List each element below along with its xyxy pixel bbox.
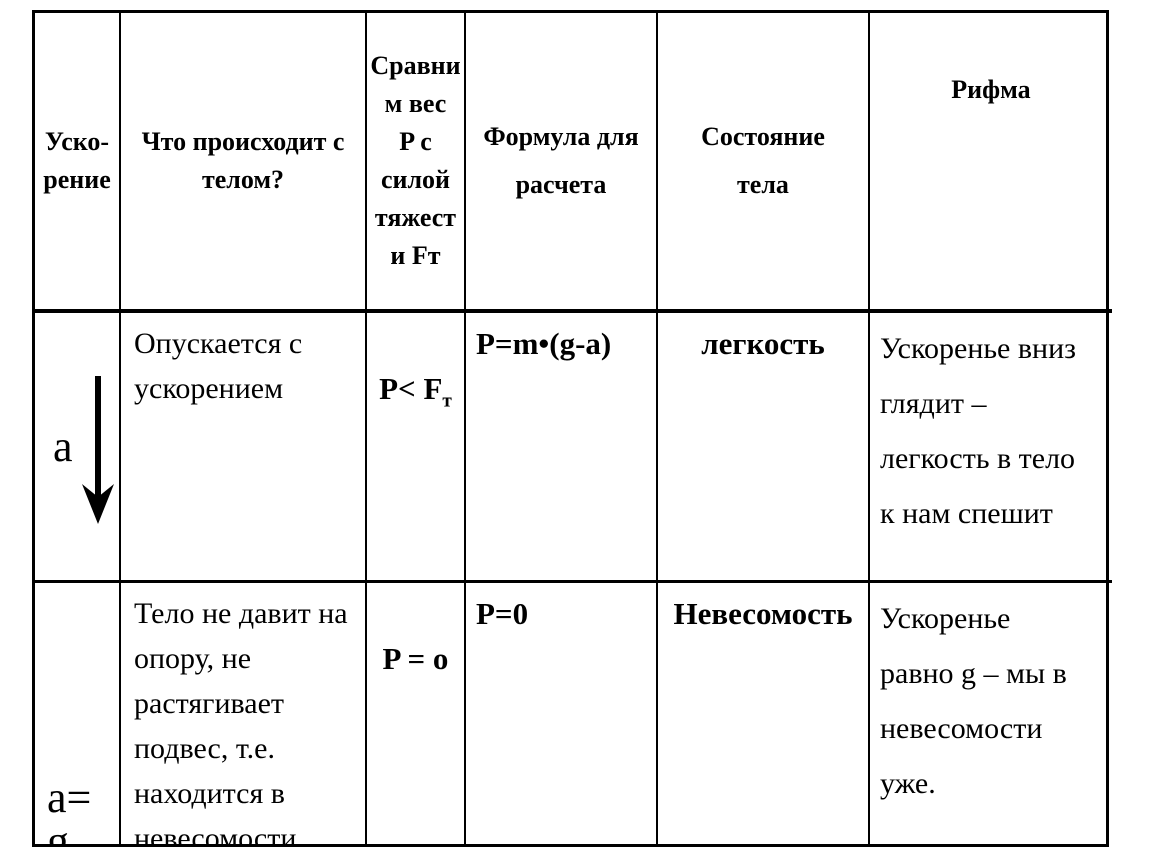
cell-row1-formula: P=m•(g-a) — [466, 313, 658, 583]
cell-row2-acceleration: a= g — [35, 583, 121, 844]
header-cell-compare-weight: Сравни м вес P с силой тяжест и Fт — [367, 13, 466, 313]
compare-weight-base: P< F — [379, 371, 443, 406]
cell-row1-compare-weight: P< Fт — [367, 313, 466, 583]
compare-weight-base: P = o — [382, 641, 449, 676]
header-cell-formula: Формула для расчета — [466, 13, 658, 313]
compare-weight-subscript: т — [442, 390, 452, 412]
cell-row2-what-happens: Тело не давит на опору, не растягивает п… — [121, 583, 367, 844]
header-cell-acceleration: Уско- рение — [35, 13, 121, 313]
cell-row2-formula: P=0 — [466, 583, 658, 844]
cell-row1-what-happens: Опускается с ускорением — [121, 313, 367, 583]
header-cell-rhyme: Рифма — [870, 13, 1112, 313]
cell-row1-state: легкость — [658, 313, 870, 583]
cell-row1-rhyme: Ускоренье вниз глядит – легкость в тело … — [870, 313, 1112, 583]
acceleration-value: a — [53, 422, 73, 471]
cell-row1-acceleration: a — [35, 313, 121, 583]
cell-row2-compare-weight: P = o — [367, 583, 466, 844]
acceleration-value: a= g — [47, 773, 92, 845]
down-arrow-icon — [82, 376, 114, 524]
physics-weight-table: Уско- рение Что происходит с телом? Срав… — [32, 10, 1112, 847]
cell-row2-state: Невесомость — [658, 583, 870, 844]
header-cell-what-happens: Что происходит с телом? — [121, 13, 367, 313]
header-cell-state: Состояние тела — [658, 13, 870, 313]
cell-row2-rhyme: Ускоренье равно g – мы в невесомости уже… — [880, 602, 1067, 800]
